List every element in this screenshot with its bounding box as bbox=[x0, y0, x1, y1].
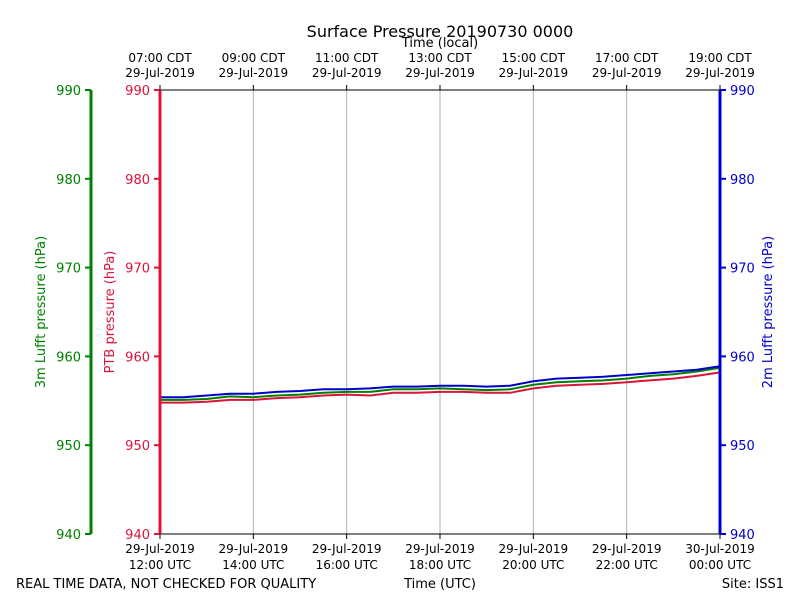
local-tick-time: 13:00 CDT bbox=[408, 51, 472, 65]
2m-lufft-tick-label: 960 bbox=[730, 350, 755, 365]
utc-tick-time: 00:00 UTC bbox=[689, 558, 751, 572]
utc-tick-time: 14:00 UTC bbox=[222, 558, 284, 572]
utc-tick-date: 29-Jul-2019 bbox=[125, 542, 195, 556]
utc-tick-time: 20:00 UTC bbox=[502, 558, 564, 572]
ptb-tick-label: 980 bbox=[125, 173, 150, 188]
3m-lufft-tick-label: 960 bbox=[56, 350, 81, 365]
local-tick-time: 09:00 CDT bbox=[222, 51, 286, 65]
3m-lufft-tick-label: 970 bbox=[56, 262, 81, 277]
utc-tick-date: 29-Jul-2019 bbox=[312, 542, 382, 556]
local-tick-time: 15:00 CDT bbox=[502, 51, 566, 65]
3m-lufft-tick-label: 980 bbox=[56, 173, 81, 188]
2m-lufft-tick-label: 950 bbox=[730, 439, 755, 454]
local-tick-time: 19:00 CDT bbox=[688, 51, 752, 65]
local-tick-time: 07:00 CDT bbox=[128, 51, 192, 65]
utc-tick-time: 16:00 UTC bbox=[316, 558, 378, 572]
ptb-tick-label: 960 bbox=[125, 350, 150, 365]
local-tick-time: 17:00 CDT bbox=[595, 51, 659, 65]
local-tick-date: 29-Jul-2019 bbox=[312, 66, 382, 80]
site-label: Site: ISS1 bbox=[722, 577, 784, 592]
y-axis-label-ptb: PTB pressure (hPa) bbox=[103, 251, 118, 374]
3m-lufft-tick-label: 940 bbox=[56, 528, 81, 543]
utc-tick-date: 29-Jul-2019 bbox=[592, 542, 662, 556]
2m-lufft-tick-label: 940 bbox=[730, 528, 755, 543]
utc-tick-date: 29-Jul-2019 bbox=[405, 542, 475, 556]
ptb-tick-label: 940 bbox=[125, 528, 150, 543]
x-top-axis-label: Time (local) bbox=[401, 36, 478, 51]
y-axis-label-3m-lufft: 3m Lufft pressure (hPa) bbox=[34, 236, 49, 388]
local-tick-date: 29-Jul-2019 bbox=[405, 66, 475, 80]
chart-title: Surface Pressure 20190730 0000 bbox=[307, 22, 574, 41]
3m-lufft-tick-label: 950 bbox=[56, 439, 81, 454]
utc-tick-date: 30-Jul-2019 bbox=[685, 542, 755, 556]
2m-lufft-tick-label: 990 bbox=[730, 84, 755, 99]
local-tick-date: 29-Jul-2019 bbox=[592, 66, 662, 80]
3m-lufft-tick-label: 990 bbox=[56, 84, 81, 99]
pressure-series-line-3 bbox=[160, 365, 721, 399]
utc-tick-date: 29-Jul-2019 bbox=[499, 542, 569, 556]
2m-lufft-tick-label: 980 bbox=[730, 173, 755, 188]
utc-tick-time: 22:00 UTC bbox=[596, 558, 658, 572]
ptb-tick-label: 970 bbox=[125, 262, 150, 277]
ptb-tick-label: 990 bbox=[125, 84, 150, 99]
vertical-grid-lines bbox=[252, 90, 628, 534]
local-tick-time: 11:00 CDT bbox=[315, 51, 379, 65]
y-axis-label-2m-lufft: 2m Lufft pressure (hPa) bbox=[761, 236, 776, 388]
ptb-tick-label: 950 bbox=[125, 439, 150, 454]
quality-note: REAL TIME DATA, NOT CHECKED FOR QUALITY bbox=[16, 577, 316, 592]
utc-tick-time: 12:00 UTC bbox=[129, 558, 191, 572]
local-tick-date: 29-Jul-2019 bbox=[685, 66, 755, 80]
local-tick-date: 29-Jul-2019 bbox=[125, 66, 195, 80]
series-group bbox=[160, 365, 721, 404]
local-tick-date: 29-Jul-2019 bbox=[499, 66, 569, 80]
pressure-series-line-1 bbox=[160, 371, 721, 404]
x-bottom-axis-label: Time (UTC) bbox=[403, 577, 476, 592]
pressure-series-line-2 bbox=[160, 366, 721, 401]
local-tick-date: 29-Jul-2019 bbox=[219, 66, 289, 80]
utc-tick-date: 29-Jul-2019 bbox=[219, 542, 289, 556]
2m-lufft-tick-label: 970 bbox=[730, 262, 755, 277]
y-ticks: 940 940 940 950 950 950 960 960 960 970 970 970 980 9… bbox=[56, 84, 755, 543]
utc-tick-time: 18:00 UTC bbox=[409, 558, 471, 572]
